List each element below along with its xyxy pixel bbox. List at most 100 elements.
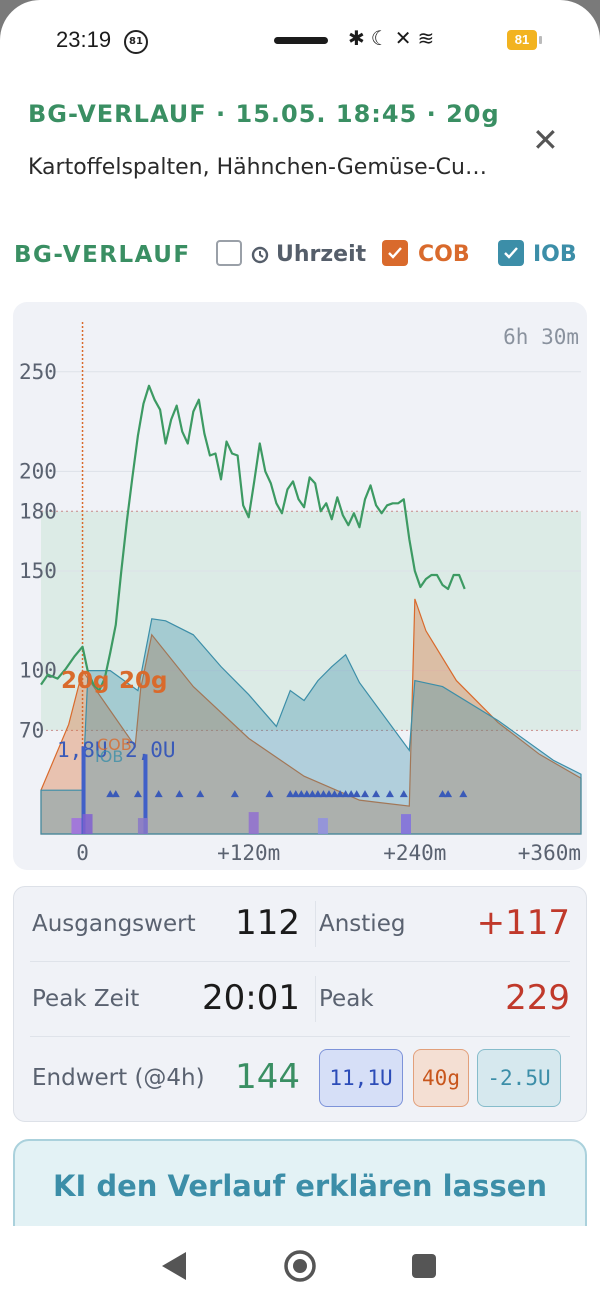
bg-chart-svg: 250 200 180 150 100 70 6h 30m 0 +120m +240m +360m 2… <box>19 322 582 865</box>
carb-label: 20g <box>61 668 109 694</box>
smb-marker <box>196 790 205 798</box>
smb-marker <box>399 790 408 798</box>
clock-icon <box>251 246 269 264</box>
basal-mark <box>82 814 93 834</box>
smb-marker <box>297 790 306 798</box>
system-nav-bar <box>0 1226 600 1306</box>
x-tick-label: +240m <box>383 841 446 865</box>
y-tick-label: 200 <box>19 459 57 483</box>
peak-zeit-label: Peak Zeit <box>32 986 140 1012</box>
smb-marker <box>352 790 361 798</box>
iob-area <box>40 618 582 835</box>
divider <box>315 901 316 947</box>
range-label: 6h 30m <box>503 325 579 349</box>
camera-pill <box>274 37 328 44</box>
anstieg-value: +117 <box>476 903 570 943</box>
bolus-label: 2,0U <box>125 738 176 762</box>
y-tick-label: 180 <box>19 499 57 523</box>
smb-marker <box>341 790 350 798</box>
cob-area <box>40 598 582 835</box>
endwert-label: Endwert (@4h) <box>32 1065 205 1091</box>
smb-marker <box>347 790 356 798</box>
basal-mark <box>401 814 411 834</box>
page-title: BG-VERLAUF · 15.05. 18:45 · 20g <box>28 100 500 128</box>
iob-checkbox[interactable] <box>498 240 524 266</box>
divider <box>315 976 316 1022</box>
basal-mark <box>317 818 328 834</box>
cob-checkbox[interactable] <box>382 240 408 266</box>
chart-title: BG-VERLAUF <box>14 242 191 268</box>
peak-label: Peak <box>319 986 374 1012</box>
smb-marker <box>313 790 322 798</box>
smb-marker <box>154 790 163 798</box>
back-icon[interactable] <box>162 1252 186 1280</box>
bg-line <box>40 384 466 692</box>
recents-icon[interactable] <box>412 1254 436 1278</box>
meal-description: Kartoffelspalten, Hähnchen-Gemüse-Cu… <box>28 155 487 180</box>
smb-marker <box>361 790 369 798</box>
smb-marker <box>111 790 120 798</box>
anstieg-label: Anstieg <box>319 911 406 937</box>
y-tick-label: 70 <box>19 718 44 742</box>
smb-marker <box>385 790 394 798</box>
smb-marker <box>372 790 381 798</box>
y-tick-label: 250 <box>19 360 57 384</box>
bg-chart[interactable]: 250 200 180 150 100 70 6h 30m 0 +120m +240m +360m 2… <box>13 302 587 870</box>
smb-marker <box>325 790 333 798</box>
notification-badge: 81 <box>124 30 148 54</box>
y-tick-label: 150 <box>19 559 57 583</box>
x-tick-label: 0 <box>76 841 89 865</box>
smb-marker <box>444 790 453 798</box>
insulin-chip: 11,1U <box>319 1049 403 1107</box>
basal-mark <box>137 818 148 834</box>
home-icon[interactable] <box>284 1250 316 1282</box>
basal-mark <box>71 818 82 834</box>
smb-marker <box>286 790 295 798</box>
close-icon[interactable]: ✕ <box>532 121 559 159</box>
system-nav-svg <box>162 1250 436 1282</box>
smb-marker <box>265 790 274 798</box>
smb-marker <box>308 790 317 798</box>
carbs-chip: 40g <box>413 1049 469 1107</box>
y-tick-label: 100 <box>19 659 57 683</box>
home-icon-dot <box>293 1259 307 1273</box>
stats-row: Endwert (@4h) 144 11,1U 40g -2.5U <box>30 1037 570 1111</box>
stats-card: Ausgangswert 112 Anstieg +117 Peak Zeit … <box>13 886 587 1122</box>
smb-marker <box>319 790 328 798</box>
mute-icon: ✕ <box>394 26 418 50</box>
ausgangswert-value: 112 <box>235 903 300 943</box>
status-time: 23:19 <box>56 27 112 52</box>
bolus-bar <box>81 746 86 834</box>
wifi-icon: ≋ <box>417 26 441 50</box>
smb-marker <box>230 790 239 798</box>
smb-marker <box>336 790 345 798</box>
target-range-band <box>41 511 581 731</box>
status-bar: 23:19 81 ✱☾✕≋ 81 <box>0 0 600 84</box>
smb-marker <box>175 790 184 798</box>
iob-delta-chip: -2.5U <box>477 1049 561 1107</box>
series-label-iob: IOB <box>95 747 123 766</box>
bluetooth-icon: ✱ <box>348 26 371 50</box>
uhrzeit-checkbox[interactable] <box>216 240 242 266</box>
smb-marker <box>291 790 300 798</box>
chart-toolbar: BG-VERLAUF Uhrzeit COB IOB <box>14 238 586 274</box>
check-icon <box>388 247 402 259</box>
ki-explain-label: KI den Verlauf erklären lassen <box>52 1169 548 1203</box>
smb-marker <box>330 790 339 798</box>
x-tick-label: +360m <box>518 841 581 865</box>
uhrzeit-label: Uhrzeit <box>276 242 367 267</box>
smb-marker <box>302 790 311 798</box>
peak-value: 229 <box>505 978 570 1018</box>
bolus-bar <box>143 754 148 834</box>
carb-label: 20g <box>119 668 167 694</box>
smb-marker <box>106 790 115 798</box>
basal-mark <box>248 812 259 834</box>
ausgangswert-label: Ausgangswert <box>32 911 196 937</box>
peak-zeit-value: 20:01 <box>202 978 300 1018</box>
endwert-value: 144 <box>235 1057 300 1097</box>
battery-icon: 81 <box>507 30 542 50</box>
status-icons: ✱☾✕≋ <box>348 26 440 50</box>
iob-label: IOB <box>533 242 577 267</box>
stats-row: Ausgangswert 112 Anstieg +117 <box>30 887 570 962</box>
